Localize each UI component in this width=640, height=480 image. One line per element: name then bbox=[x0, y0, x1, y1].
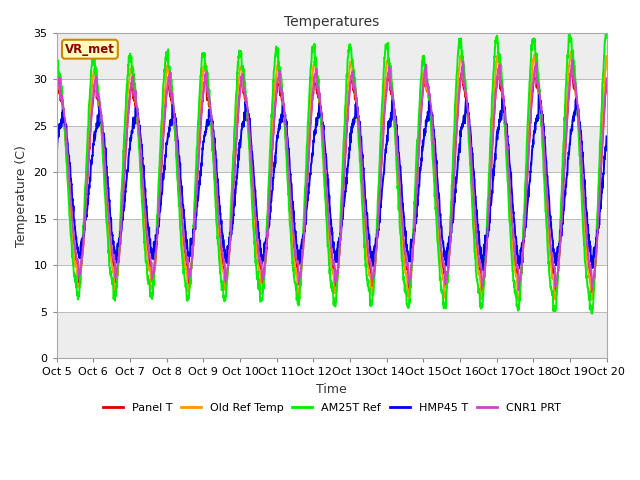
X-axis label: Time: Time bbox=[316, 383, 347, 396]
Bar bbox=[57, 33, 607, 79]
Legend: Panel T, Old Ref Temp, AM25T Ref, HMP45 T, CNR1 PRT: Panel T, Old Ref Temp, AM25T Ref, HMP45 … bbox=[98, 399, 565, 418]
Bar bbox=[57, 312, 607, 358]
Text: VR_met: VR_met bbox=[65, 43, 115, 56]
Title: Temperatures: Temperatures bbox=[284, 15, 380, 29]
Bar bbox=[57, 219, 607, 265]
Bar bbox=[57, 126, 607, 172]
Y-axis label: Temperature (C): Temperature (C) bbox=[15, 144, 28, 247]
